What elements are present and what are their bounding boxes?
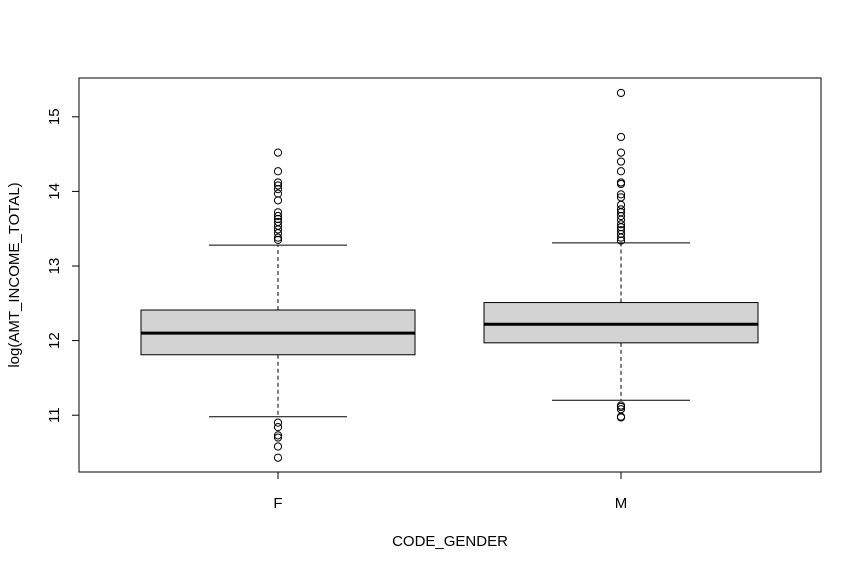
x-tick-label: F bbox=[273, 495, 282, 512]
y-tick-label: 12 bbox=[46, 332, 63, 349]
boxes-layer bbox=[140, 88, 759, 462]
plot-frame bbox=[78, 77, 822, 473]
y-tick-label: 13 bbox=[46, 258, 63, 275]
y-tick-label: 15 bbox=[46, 108, 63, 125]
outlier-point bbox=[273, 442, 283, 451]
box-group-m bbox=[483, 88, 759, 422]
outlier-point bbox=[273, 431, 283, 440]
outlier-point bbox=[273, 233, 283, 242]
outlier-point bbox=[616, 220, 626, 229]
outlier-point bbox=[273, 225, 283, 234]
outlier-point bbox=[616, 157, 626, 166]
x-tick-label: M bbox=[615, 495, 628, 512]
outlier-point bbox=[273, 453, 283, 462]
outlier-point bbox=[616, 190, 626, 199]
outlier-point bbox=[273, 423, 283, 432]
x-axis-title: CODE_GENDER bbox=[392, 533, 508, 550]
outlier-point bbox=[616, 179, 626, 189]
outlier-point bbox=[616, 132, 626, 142]
outlier-point bbox=[273, 189, 283, 198]
outlier-point bbox=[273, 167, 283, 176]
outlier-point bbox=[616, 236, 626, 245]
outlier-point bbox=[616, 148, 626, 157]
outlier-point bbox=[273, 185, 283, 194]
outlier-point bbox=[616, 211, 626, 221]
outlier-point bbox=[273, 211, 283, 221]
outlier-point bbox=[273, 196, 283, 205]
outlier-point bbox=[616, 413, 626, 422]
outlier-point bbox=[616, 167, 626, 176]
outlier-point bbox=[616, 88, 626, 98]
outlier-point bbox=[273, 148, 283, 157]
box-group-f bbox=[140, 148, 416, 462]
y-tick-label: 11 bbox=[46, 407, 63, 423]
outlier-point bbox=[616, 233, 626, 242]
y-axis: 11 12 13 14 15 bbox=[46, 108, 80, 423]
y-axis-title: log(AMT_INCOME_TOTAL) bbox=[6, 182, 23, 367]
outlier-point bbox=[273, 235, 283, 244]
outlier-point bbox=[273, 433, 283, 442]
outlier-point bbox=[616, 402, 626, 412]
y-tick-label: 14 bbox=[46, 183, 63, 200]
outlier-point bbox=[273, 181, 283, 190]
outlier-point bbox=[273, 418, 283, 427]
